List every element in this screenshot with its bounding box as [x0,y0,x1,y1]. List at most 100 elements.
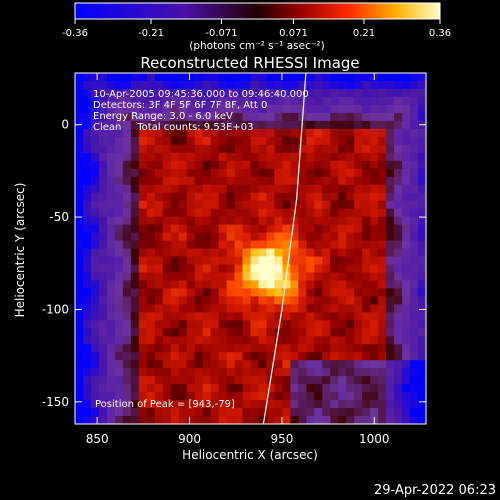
heatmap-cell [234,312,244,321]
heatmap-cell [282,224,291,234]
heatmap-cell [298,368,307,377]
heatmap-cell [114,304,124,313]
annotation-energy-range: Energy Range: 3.0 - 6.0 keV [93,111,233,122]
heatmap-cell [394,296,403,305]
heatmap-cell [114,272,124,282]
heatmap-cell [170,272,180,282]
heatmap-cell [314,328,323,337]
heatmap-cell [218,248,228,258]
heatmap-cell [410,376,419,385]
heatmap-cell [178,408,188,417]
heatmap-cell [130,304,140,313]
heatmap-cell [170,312,180,321]
heatmap-cell [314,296,323,305]
heatmap-cell [194,248,204,258]
heatmap-cell [322,264,331,274]
heatmap-cell [306,224,315,234]
heatmap-cell [194,272,204,282]
heatmap-cell [338,96,347,106]
heatmap-cell [378,392,387,401]
heatmap-cell [154,88,164,98]
heatmap-cell [75,96,84,106]
heatmap-cell [106,408,116,417]
heatmap-cell [202,184,212,194]
heatmap-cell [378,416,387,424]
heatmap-cell [90,152,100,162]
heatmap-cell [370,384,379,393]
heatmap-cell [106,160,116,170]
heatmap-cell [314,184,323,194]
heatmap-cell [130,216,140,226]
heatmap-cell [386,384,395,393]
heatmap-cell [202,296,212,305]
heatmap-cell [218,296,228,305]
heatmap-cell [362,200,371,210]
heatmap-cell [90,320,100,329]
heatmap-cell [418,328,426,337]
heatmap-cell [250,408,260,417]
heatmap-cell [82,256,92,266]
heatmap-cell [146,216,156,226]
heatmap-cell [370,224,379,234]
heatmap-cell [306,248,315,258]
heatmap-cell [194,216,204,226]
heatmap-cell [290,152,299,162]
heatmap-cell [114,320,124,329]
heatmap-cell [290,80,299,90]
heatmap-cell [386,400,395,409]
heatmap-cell [346,136,355,146]
heatmap-cell [386,328,395,337]
heatmap-cell [402,368,411,377]
heatmap-cell [218,288,228,297]
heatmap-cell [314,80,323,90]
heatmap-cell [386,272,395,282]
heatmap-cell [386,264,395,274]
heatmap-cell [114,376,124,385]
heatmap-cell [138,392,148,401]
heatmap-cell [322,200,331,210]
heatmap-cell [322,248,331,258]
heatmap-cell [90,144,100,154]
heatmap-cell [122,336,132,345]
heatmap-cell [114,392,124,401]
heatmap-cell [90,328,100,337]
heatmap-cell [282,368,291,377]
heatmap-cell [194,264,204,274]
heatmap-cell [130,192,140,202]
heatmap-cell [234,344,244,353]
heatmap-cell [258,216,268,226]
heatmap-cell [154,120,164,130]
heatmap-cell [90,224,100,234]
heatmap-cell [218,184,228,194]
heatmap-cell [402,360,411,369]
colorbar [74,2,441,20]
heatmap-cell [306,352,315,361]
heatmap-cell [322,384,331,393]
heatmap-cell [402,312,411,321]
heatmap-cell [226,336,236,345]
heatmap-cell [242,88,252,98]
heatmap-cell [202,336,212,345]
heatmap-cell [234,152,244,162]
heatmap-cell [218,192,228,202]
heatmap-cell [82,392,92,401]
heatmap-cell [370,320,379,329]
heatmap-cell [194,192,204,202]
heatmap-cell [314,208,323,218]
heatmap-cell [202,264,212,274]
heatmap-cell [138,192,148,202]
heatmap-cell [75,376,84,385]
y-tick-label: 0 [61,118,69,132]
heatmap-cell [346,272,355,282]
heatmap-cell [362,88,371,98]
heatmap-cell [266,200,276,210]
heatmap-cell [322,136,331,146]
heatmap-cell [202,360,212,369]
heatmap-cell [298,352,307,361]
heatmap-cell [114,96,124,106]
heatmap-cell [210,256,220,266]
heatmap-cell [402,128,411,138]
heatmap-cell [75,296,84,305]
heatmap-cell [378,352,387,361]
heatmap-cell [274,280,284,289]
